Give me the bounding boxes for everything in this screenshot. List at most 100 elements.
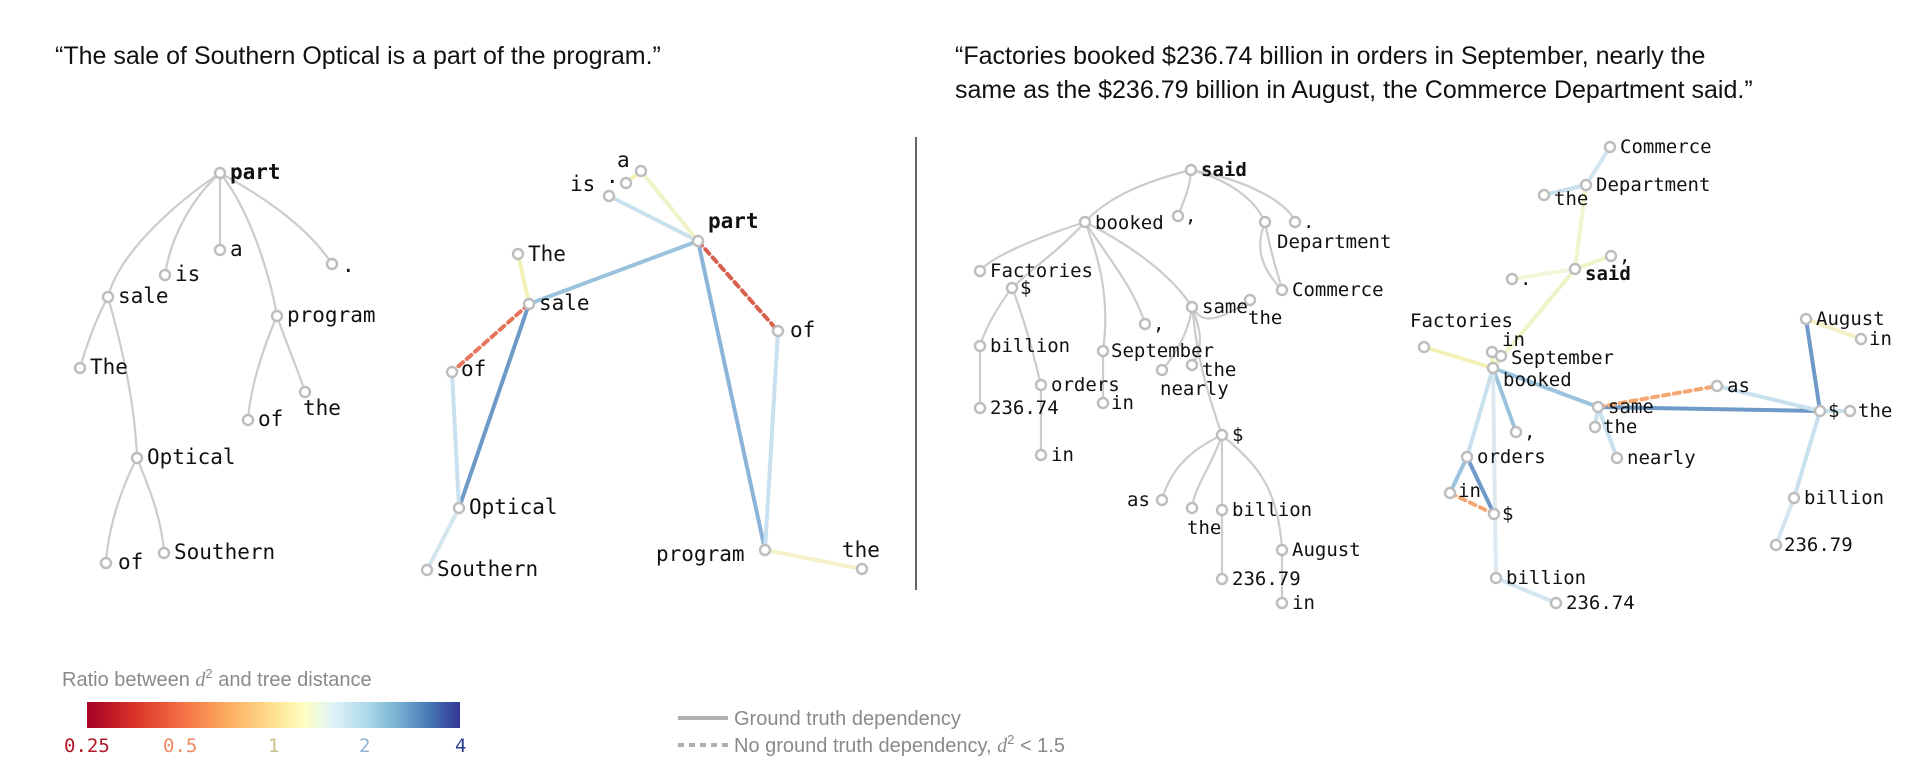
label-in: in: [1051, 444, 1074, 466]
label-236.74: 236.74: [990, 397, 1059, 419]
colorbar-tick-0.25: 0.25: [64, 735, 110, 757]
node-the: [1185, 358, 1199, 372]
node-program: [758, 543, 772, 557]
label-in: in: [1111, 392, 1134, 414]
node-orders: [1034, 378, 1048, 392]
label-same: same: [1202, 296, 1248, 318]
node-dot: [619, 176, 633, 190]
node-nearly: [1155, 363, 1169, 377]
label-Department: Department: [1277, 231, 1391, 253]
node-booked: [1486, 361, 1500, 375]
node-dot: [1288, 215, 1302, 229]
label-Southern: Southern: [174, 540, 275, 564]
node-of: [99, 556, 113, 570]
node-the: [1243, 293, 1257, 307]
label-nearly: nearly: [1627, 447, 1696, 469]
label-comma: ,: [1524, 421, 1535, 443]
label-orders: orders: [1477, 446, 1546, 468]
embedding-edges: [1422, 145, 1863, 605]
node-August: [1799, 312, 1813, 326]
node-September: [1096, 344, 1110, 358]
node-comma: [1171, 209, 1185, 223]
node-billion: [1787, 491, 1801, 505]
label-dollar: $: [1502, 503, 1513, 525]
label-Commerce: Commerce: [1620, 136, 1712, 158]
label-a: a: [230, 237, 243, 261]
tree-right-ground-truth: said booked , . Department Commerce Fact…: [973, 159, 1391, 614]
label-billion: billion: [1804, 487, 1884, 509]
colorbar-tick-0.5: 0.5: [163, 735, 197, 757]
tree-left-ground-truth: part is a . sale program The of the Opti…: [73, 160, 376, 574]
label-the: the: [842, 538, 880, 562]
colorbar-tick-1: 1: [268, 735, 279, 757]
node-the: [1185, 501, 1199, 515]
node-billion: [1489, 571, 1503, 585]
label-booked: booked: [1095, 212, 1164, 234]
node-of: [241, 413, 255, 427]
node-dollar: [1813, 404, 1827, 418]
label-as: as: [1127, 489, 1150, 511]
label-of: of: [461, 357, 486, 381]
node-Southern: [420, 563, 434, 577]
node-dollar: [1487, 507, 1501, 521]
label-the: the: [1603, 416, 1637, 438]
label-of: of: [790, 318, 815, 342]
node-dot: [1505, 272, 1519, 286]
label-The: The: [528, 242, 566, 266]
label-dot: .: [1520, 268, 1531, 290]
node-as: [1710, 379, 1724, 393]
label-program: program: [656, 542, 745, 566]
node-Southern: [157, 546, 171, 560]
label-booked: booked: [1503, 369, 1572, 391]
label-in: in: [1458, 480, 1481, 502]
node-a: [213, 243, 227, 257]
label-sale: sale: [118, 284, 169, 308]
label-is: is: [570, 172, 595, 196]
label-in: in: [1292, 592, 1315, 614]
label-dollar: $: [1828, 400, 1839, 422]
label-said: said: [1585, 263, 1631, 285]
node-said: [1184, 163, 1198, 177]
label-September: September: [1511, 347, 1614, 369]
label-is: is: [175, 262, 200, 286]
colorbar-tick-4: 4: [455, 735, 466, 757]
node-a: [634, 164, 648, 178]
node-in: [1275, 596, 1289, 610]
label-Factories: Factories: [990, 260, 1093, 282]
line-style-legend: Ground truth dependency No ground truth …: [678, 708, 1065, 757]
label-Factories: Factories: [1410, 310, 1513, 332]
tree-right-embedding: Commerce Department the , said . Factori…: [1410, 136, 1892, 614]
left-sentence: “The sale of Southern Optical is a part …: [55, 42, 661, 70]
node-The: [511, 247, 525, 261]
label-Commerce: Commerce: [1292, 279, 1384, 301]
label-dollar: $: [1020, 277, 1031, 299]
label-in: in: [1502, 329, 1525, 351]
node-Department: [1579, 178, 1593, 192]
label-part: part: [708, 209, 759, 233]
node-Factories: [973, 264, 987, 278]
label-dot: .: [1303, 211, 1314, 233]
colorbar: [87, 702, 460, 728]
node-billion: [1215, 503, 1229, 517]
node-said: [1568, 262, 1582, 276]
node-236.79: [1769, 538, 1783, 552]
node-dot: [325, 257, 339, 271]
node-the: [298, 385, 312, 399]
node-236.74: [973, 401, 987, 415]
tree-edges: [78, 172, 333, 564]
label-Optical: Optical: [469, 495, 558, 519]
node-billion: [973, 339, 987, 353]
label-the: the: [1554, 188, 1588, 210]
node-same: [1591, 400, 1605, 414]
node-booked: [1078, 215, 1092, 229]
label-236.79: 236.79: [1784, 534, 1853, 556]
label-of: of: [118, 550, 143, 574]
label-part: part: [230, 160, 281, 184]
node-the: [1537, 188, 1551, 202]
tree-edges: [978, 168, 1297, 603]
label-236.74: 236.74: [1566, 592, 1635, 614]
node-Factories: [1417, 340, 1431, 354]
label-program: program: [287, 303, 376, 327]
label-billion: billion: [1506, 567, 1586, 589]
label-the: the: [303, 396, 341, 420]
